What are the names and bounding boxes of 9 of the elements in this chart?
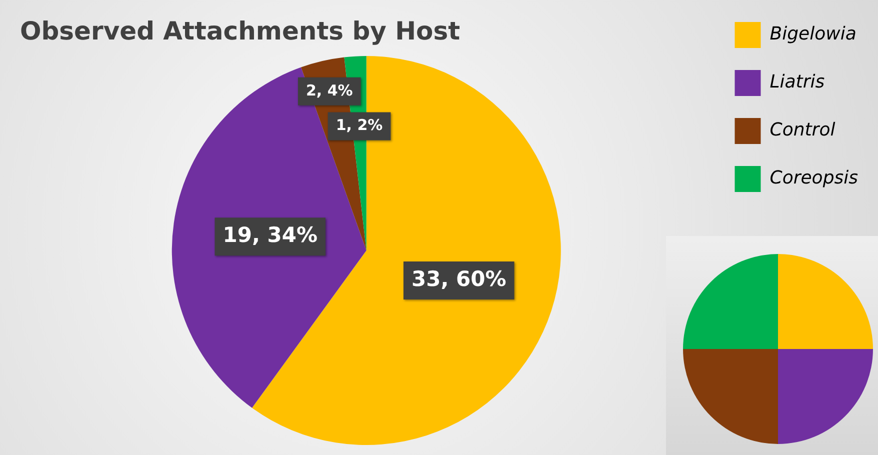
- chart-title: Observed Attachments by Host: [20, 16, 460, 46]
- data-label: 33, 60%: [411, 267, 506, 292]
- data-label: 19, 34%: [222, 223, 318, 248]
- legend-label: Liatris: [770, 72, 825, 93]
- legend-label: Bigelowia: [770, 24, 856, 45]
- data-label: 2, 4%: [306, 81, 353, 100]
- legend-label: Coreopsis: [770, 168, 858, 189]
- legend-label: Control: [770, 120, 836, 141]
- data-label: 1, 2%: [336, 116, 383, 134]
